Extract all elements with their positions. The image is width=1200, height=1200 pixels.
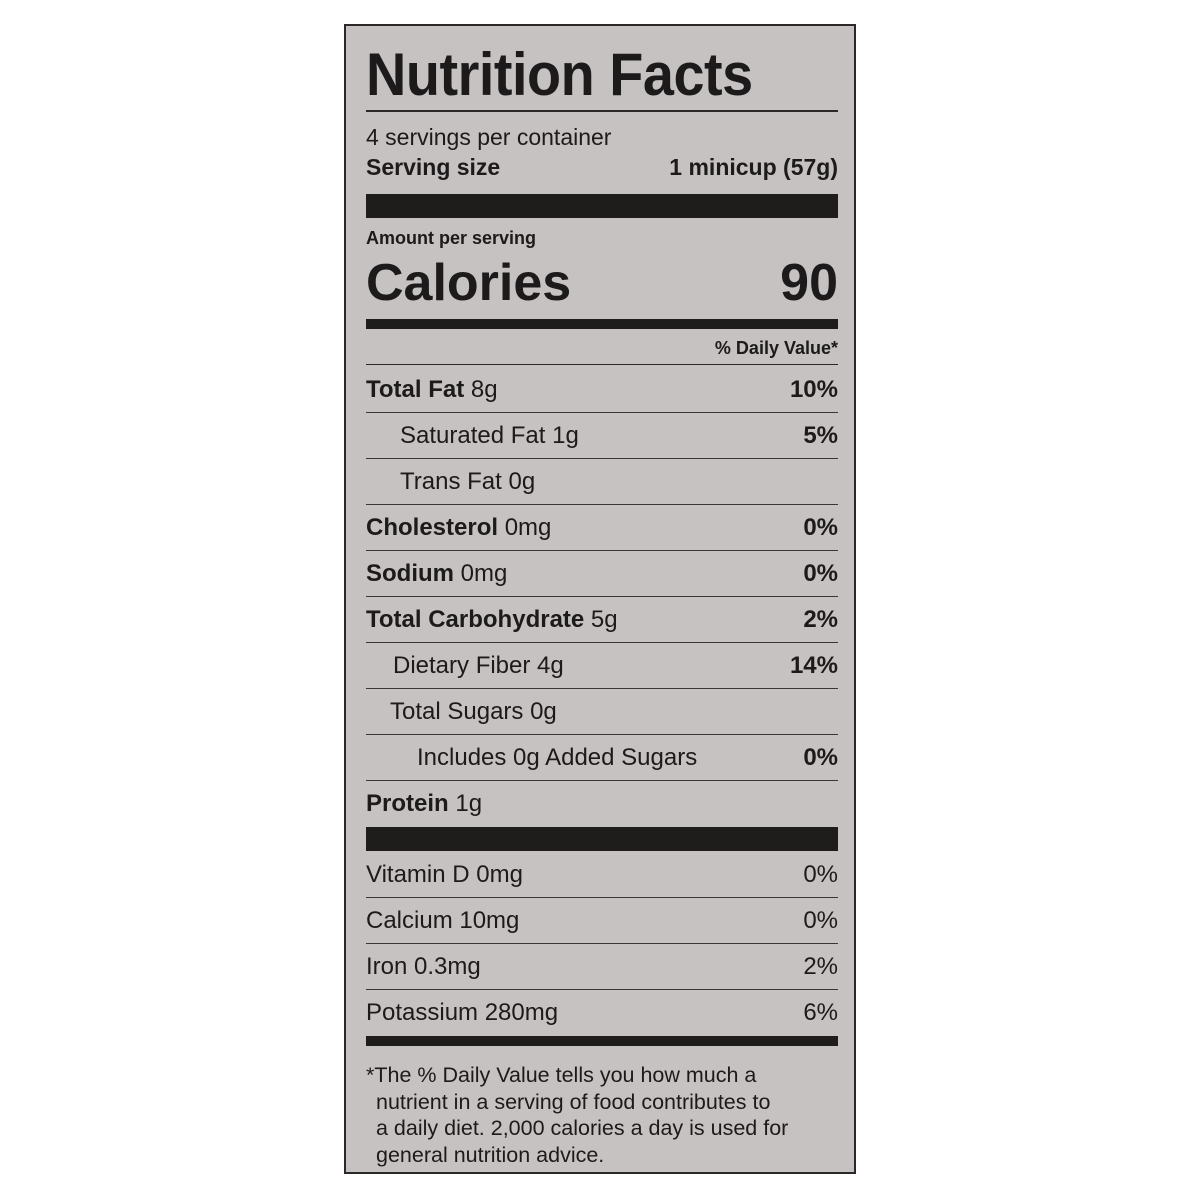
nutrient-row-saturated-fat: Saturated Fat 1g 5% — [366, 413, 838, 459]
nutrient-row-total-fat: Total Fat 8g 10% — [366, 367, 838, 413]
nutrient-dv: 2% — [803, 605, 838, 633]
nutrient-row-total-sugars: Total Sugars 0g — [366, 689, 838, 735]
thick-divider — [366, 827, 838, 851]
nutrient-amount: 0g — [530, 697, 557, 725]
nutrient-name: Total Sugars — [390, 697, 524, 725]
nutrient-amount: 4g — [537, 651, 564, 679]
medium-divider — [366, 1036, 838, 1046]
vitamin-dv: 6% — [803, 998, 838, 1026]
vitamin-row-iron: Iron 0.3mg 2% — [366, 944, 838, 990]
servings-per-container: 4 servings per container — [366, 124, 612, 150]
nutrient-dv: 10% — [789, 375, 838, 403]
medium-divider — [366, 319, 838, 329]
nutrient-dv: 0% — [803, 513, 838, 541]
nutrient-dv: 14% — [789, 651, 838, 679]
vitamin-text: Calcium 10mg — [366, 906, 520, 934]
divider — [366, 110, 838, 112]
vitamin-dv: 0% — [803, 860, 838, 888]
calories-row: Calories 90 — [366, 252, 838, 314]
vitamin-dv: 0% — [803, 906, 838, 934]
nutrient-amount: 0mg — [504, 513, 552, 541]
nutrient-row-protein: Protein 1g — [366, 781, 838, 826]
nutrient-row-trans-fat: Trans Fat 0g — [366, 459, 838, 505]
nutrient-amount: 1g — [552, 421, 579, 449]
nutrient-name: Cholesterol — [366, 513, 499, 541]
nutrient-name: Protein — [366, 789, 449, 817]
nutrient-dv: 0% — [803, 559, 838, 587]
thick-divider — [366, 194, 838, 218]
vitamin-text: Potassium 280mg — [366, 998, 559, 1026]
amount-per-serving: Amount per serving — [366, 228, 537, 248]
nutrient-row-dietary-fiber: Dietary Fiber 4g 14% — [366, 643, 838, 689]
nutrient-row-sodium: Sodium 0mg 0% — [366, 551, 838, 597]
vitamin-list: Vitamin D 0mg 0% Calcium 10mg 0% Iron 0.3m… — [366, 852, 838, 1035]
nutrient-amount: 1g — [455, 789, 483, 817]
vitamin-row-potassium: Potassium 280mg 6% — [366, 990, 838, 1035]
nutrition-facts-label: Nutrition Facts 4 servings per container… — [344, 24, 856, 1174]
nutrient-name: Includes 0g Added Sugars — [417, 743, 698, 771]
nutrient-name: Dietary Fiber — [393, 651, 531, 679]
footnote: *The % Daily Value tells you how much a … — [366, 1062, 838, 1168]
nutrient-amount: 5g — [590, 605, 618, 633]
calories-value: 90 — [780, 254, 838, 312]
nutrient-name: Saturated Fat — [400, 421, 546, 449]
nutrient-row-total-carbohydrate: Total Carbohydrate 5g 2% — [366, 597, 838, 643]
label-title: Nutrition Facts — [366, 41, 753, 108]
vitamin-text: Vitamin D 0mg — [366, 860, 523, 888]
daily-value-header: % Daily Value* — [714, 338, 838, 358]
nutrient-row-added-sugars: Includes 0g Added Sugars 0% — [366, 735, 838, 781]
vitamin-dv: 2% — [803, 952, 838, 980]
nutrient-amount: 0mg — [460, 559, 508, 587]
nutrient-name: Total Fat — [366, 375, 465, 403]
nutrient-amount: 0g — [508, 467, 536, 495]
vitamin-row-vitamin-d: Vitamin D 0mg 0% — [366, 852, 838, 898]
nutrient-name: Sodium — [366, 559, 454, 587]
vitamin-row-calcium: Calcium 10mg 0% — [366, 898, 838, 944]
serving-size-value: 1 minicup (57g) — [669, 154, 838, 180]
nutrient-name: Total Carbohydrate — [366, 605, 585, 633]
serving-size: Serving size 1 minicup (57g) — [366, 154, 838, 181]
nutrient-dv: 5% — [803, 421, 838, 449]
footnote-line: general nutrition advice. — [376, 1142, 605, 1167]
nutrient-row-cholesterol: Cholesterol 0mg 0% — [366, 505, 838, 551]
footnote-line: nutrient in a serving of food contribute… — [376, 1089, 771, 1114]
nutrient-dv: 0% — [803, 743, 838, 771]
nutrient-amount: 8g — [470, 375, 498, 403]
divider — [366, 364, 838, 365]
calories-label: Calories — [366, 254, 572, 312]
vitamin-text: Iron 0.3mg — [366, 952, 481, 980]
nutrient-name: Trans Fat — [400, 467, 502, 495]
serving-size-label: Serving size — [366, 154, 501, 180]
footnote-line: a daily diet. 2,000 calories a day is us… — [376, 1116, 789, 1140]
footnote-line: *The % Daily Value tells you how much a — [366, 1063, 757, 1087]
nutrient-list: Total Fat 8g 10% Saturated Fat 1g 5% Trans… — [366, 367, 838, 826]
